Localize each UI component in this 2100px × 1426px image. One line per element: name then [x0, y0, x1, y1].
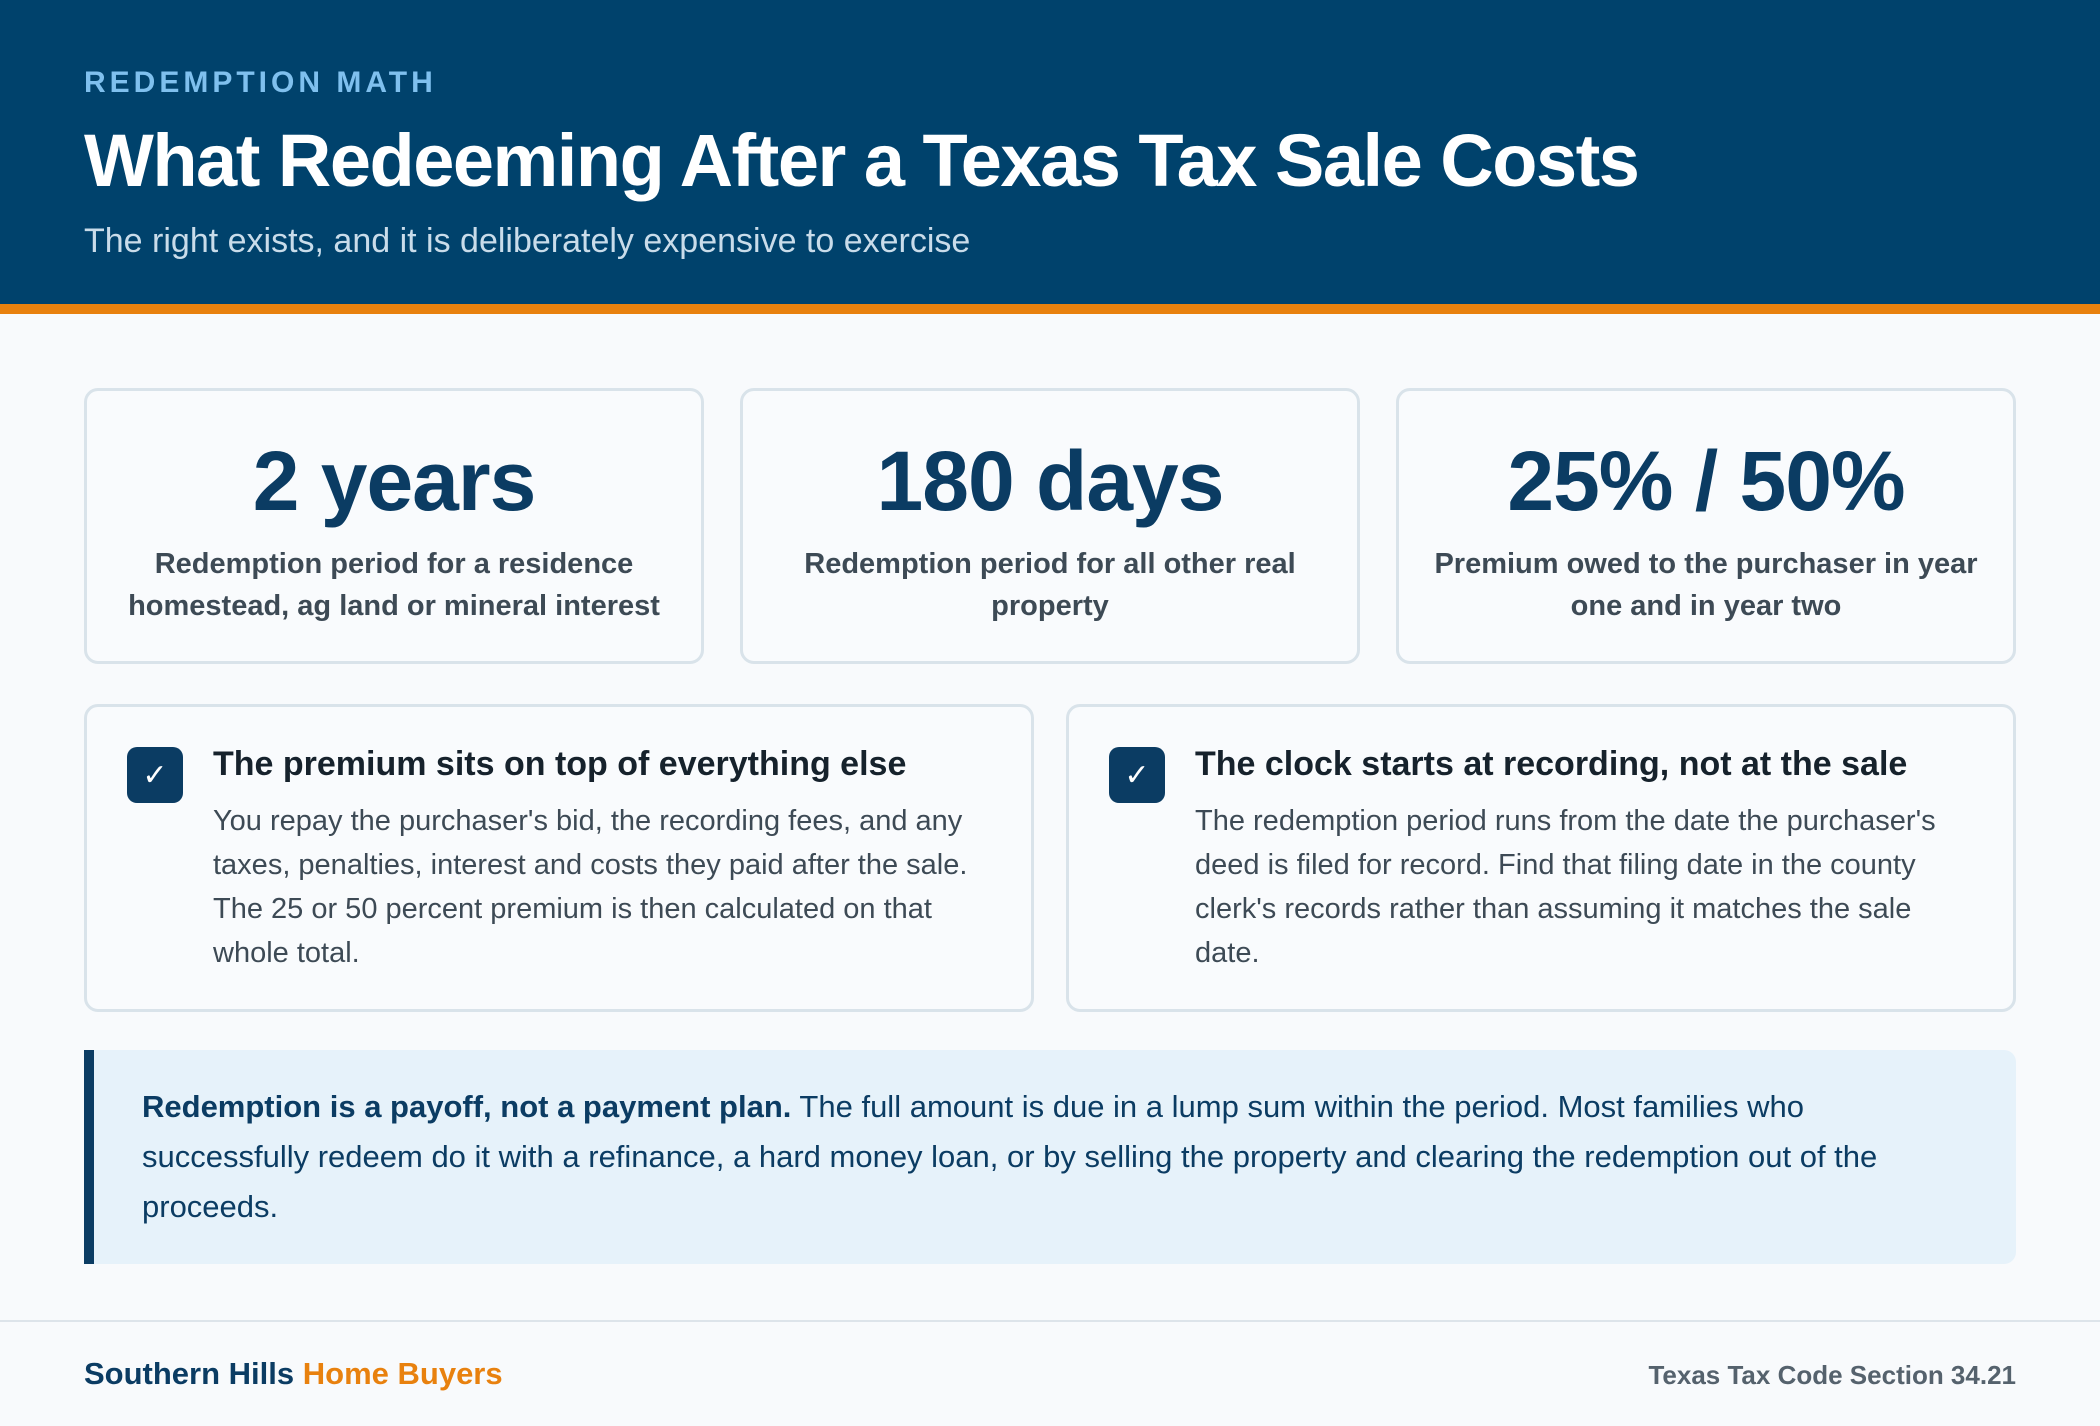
brand-accent: Home Buyers: [302, 1356, 503, 1391]
callout-box: Redemption is a payoff, not a payment pl…: [84, 1050, 2016, 1264]
stat-card-premium: 25% / 50% Premium owed to the purchaser …: [1396, 388, 2016, 664]
check-icon: ✓: [1109, 747, 1165, 803]
point-card-premium: ✓ The premium sits on top of everything …: [84, 704, 1034, 1012]
footer-divider: [0, 1320, 2100, 1322]
stat-card-other-property: 180 days Redemption period for all other…: [740, 388, 1360, 664]
stat-description: Redemption period for a residence homest…: [128, 548, 660, 623]
stat-description: Redemption period for all other real pro…: [804, 548, 1296, 623]
point-title: The premium sits on top of everything el…: [213, 745, 907, 783]
stat-value: 2 years: [252, 434, 537, 528]
point-body: The redemption period runs from the date…: [1195, 805, 1936, 969]
callout-lead: Redemption is a payoff, not a payment pl…: [142, 1089, 792, 1124]
page-title: What Redeeming After a Texas Tax Sale Co…: [84, 119, 1640, 202]
callout-text: The full amount is due in a lump sum wit…: [142, 1089, 1878, 1224]
stat-value: 25% / 50%: [1507, 434, 1905, 528]
point-card-clock: ✓ The clock starts at recording, not at …: [1066, 704, 2016, 1012]
stat-description: Premium owed to the purchaser in year on…: [1434, 548, 1978, 623]
check-icon: ✓: [127, 747, 183, 803]
stat-value: 180 days: [876, 434, 1225, 528]
stat-card-homestead: 2 years Redemption period for a residenc…: [84, 388, 704, 664]
brand-primary: Southern Hills: [84, 1356, 295, 1391]
brand-logo: Southern Hills Home Buyers: [84, 1356, 503, 1392]
eyebrow-label: REDEMPTION MATH: [84, 66, 437, 99]
page-subtitle: The right exists, and it is deliberately…: [84, 222, 971, 260]
header-banner: REDEMPTION MATH What Redeeming After a T…: [0, 0, 2100, 314]
source-citation: Texas Tax Code Section 34.21: [1648, 1360, 2016, 1390]
point-body: You repay the purchaser's bid, the recor…: [213, 805, 968, 969]
point-title: The clock starts at recording, not at th…: [1195, 745, 1908, 783]
